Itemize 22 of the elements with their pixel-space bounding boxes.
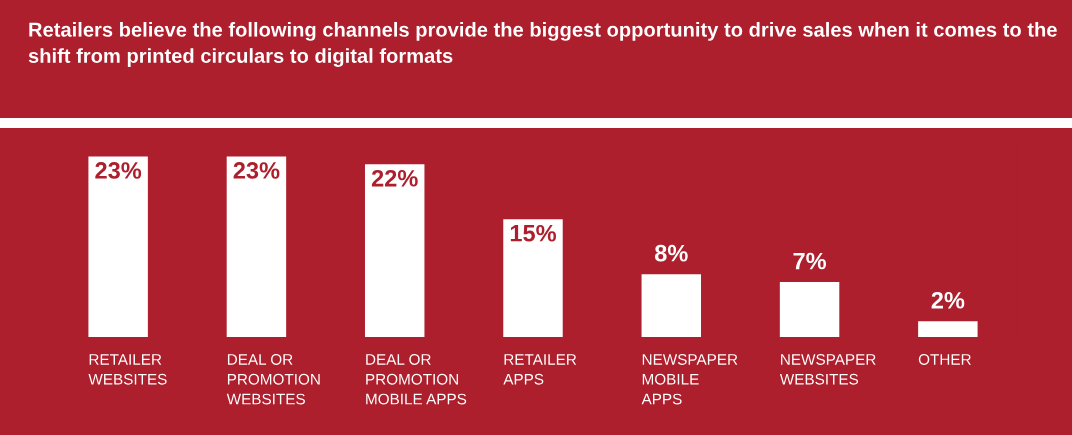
bar	[503, 219, 563, 337]
data-label: 8%	[654, 244, 688, 262]
x-tick-label: NEWSPAPER WEBSITES	[779, 354, 876, 385]
data-label: 23%	[95, 162, 142, 179]
x-tick-label: NEWSPAPER MOBILE APPS	[641, 354, 738, 405]
data-label: 23%	[233, 162, 280, 179]
chart-title: Retailers believe the following channels provide the biggest opportunity to drive sales when it comes to the shift from printed circulars to digital formats	[28, 22, 1057, 68]
bar	[641, 274, 702, 337]
data-label: 2%	[931, 291, 965, 309]
data-label: 22%	[371, 169, 418, 187]
x-tick-label: DEAL OR PROMOTION WEBSITES	[226, 354, 320, 405]
data-label: 7%	[793, 252, 827, 270]
data-label: 15%	[510, 224, 557, 242]
x-tick-label: OTHER	[918, 354, 971, 365]
bar	[226, 156, 287, 337]
x-tick-label: RETAILER WEBSITES	[88, 354, 167, 385]
bar	[918, 321, 978, 337]
bar	[779, 282, 840, 337]
x-tick-label: RETAILER APPS	[503, 354, 577, 385]
bar	[88, 156, 148, 337]
bar	[364, 164, 425, 337]
x-tick-label: DEAL OR PROMOTION MOBILE APPS	[366, 354, 467, 405]
